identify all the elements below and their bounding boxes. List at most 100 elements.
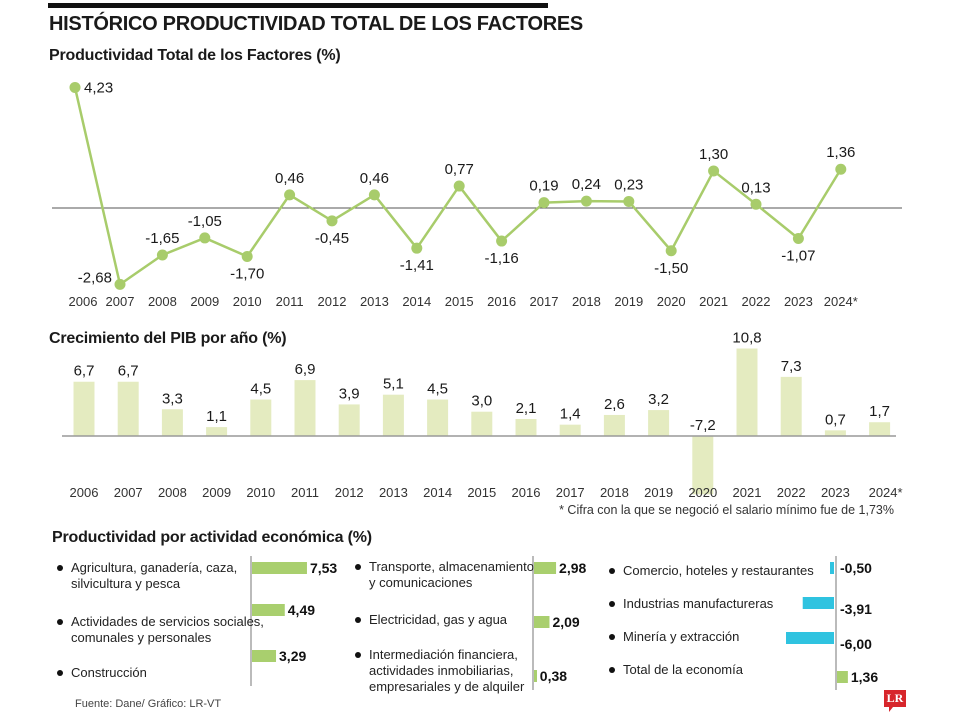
gdp-data-label: 6,7 (74, 363, 95, 380)
tfp-data-label: -1,70 (230, 265, 264, 282)
gdp-bar (869, 422, 891, 436)
activity-label-construccion: Construcción (57, 665, 147, 681)
tfp-data-label: 0,77 (445, 161, 474, 178)
activity-value-label: 1,36 (851, 669, 878, 685)
gdp-footnote: * Cifra con la que se negoció el salario… (559, 503, 894, 517)
gdp-bar (73, 381, 95, 436)
gdp-data-label: 2,6 (604, 396, 625, 413)
gdp-bar (515, 418, 537, 436)
bullet-icon (57, 619, 63, 625)
activity-bar (837, 671, 848, 683)
bullet-icon (609, 634, 615, 640)
tfp-data-label: -0,45 (315, 230, 349, 247)
tfp-data-label: 0,19 (529, 178, 558, 195)
tfp-data-label: 0,46 (360, 170, 389, 187)
activity-label-transporte: Transporte, almacenamiento y comunicacio… (355, 559, 534, 591)
tfp-point (241, 250, 253, 262)
tfp-year-label: 2013 (360, 294, 389, 309)
tfp-point (199, 232, 211, 244)
tfp-year-label: 2006 (69, 294, 98, 309)
page-title: HISTÓRICO PRODUCTIVIDAD TOTAL DE LOS FAC… (49, 13, 583, 35)
activity-bar (830, 562, 834, 574)
label-line: Actividades de servicios sociales, (71, 614, 264, 629)
gdp-data-label: 10,8 (732, 330, 761, 347)
tfp-point (326, 215, 338, 227)
gdp-data-label: 4,5 (427, 381, 448, 398)
gdp-bar (117, 381, 139, 436)
gdp-year-label: 2007 (114, 485, 143, 500)
label-line: silvicultura y pesca (71, 576, 181, 591)
activity-bar (252, 604, 285, 616)
label-line: Total de la economía (623, 662, 743, 677)
gdp-data-label: 1,4 (560, 406, 581, 423)
activity-label-servicios: Actividades de servicios sociales, comun… (57, 614, 264, 646)
tfp-year-label: 2015 (445, 294, 474, 309)
tfp-year-label: 2017 (530, 294, 559, 309)
tfp-year-label: 2020 (657, 294, 686, 309)
bullet-icon (609, 601, 615, 607)
gdp-bar (780, 376, 802, 436)
tfp-point (69, 81, 81, 93)
tfp-point (368, 189, 380, 201)
tfp-data-label: 1,36 (826, 144, 855, 161)
activity-value-label: -0,50 (840, 560, 872, 576)
gdp-year-label: 2018 (600, 485, 629, 500)
tfp-point (580, 195, 592, 207)
gdp-year-label: 2008 (158, 485, 187, 500)
activity-bar (534, 616, 550, 628)
activity-value-label: -3,91 (840, 601, 872, 617)
tfp-data-label: -1,05 (188, 213, 222, 230)
tfp-data-label: -1,41 (400, 257, 434, 274)
tfp-year-label: 2024* (824, 294, 858, 309)
tfp-year-label: 2021 (699, 294, 728, 309)
label-line: empresariales y de alquiler (369, 679, 525, 694)
tfp-data-label: -1,07 (781, 247, 815, 264)
gdp-bar (471, 411, 493, 436)
activity-label-intermediacion: Intermediación financiera, actividades i… (355, 647, 525, 695)
gdp-year-label: 2011 (291, 485, 319, 500)
activity-bar (252, 650, 277, 662)
tfp-year-label: 2019 (614, 294, 643, 309)
tfp-chart-title: Productividad Total de los Factores (%) (49, 47, 341, 64)
gdp-bar (559, 424, 581, 436)
gdp-data-label: 1,1 (206, 408, 227, 425)
gdp-year-label: 2014 (423, 485, 452, 500)
gdp-bar (250, 399, 272, 436)
tfp-point (538, 197, 550, 209)
activity-label-agricultura: Agricultura, ganadería, caza, silvicultu… (57, 560, 237, 592)
gdp-year-label: 2020 (688, 485, 717, 500)
gdp-bar (648, 410, 670, 436)
activity-value-label: 0,38 (540, 668, 567, 684)
tfp-data-label: -1,16 (484, 250, 518, 267)
bullet-icon (355, 617, 361, 623)
source-credit: Fuente: Dane/ Gráfico: LR-VT (75, 698, 222, 710)
tfp-year-label: 2008 (148, 294, 177, 309)
top-rule (48, 3, 548, 8)
gdp-year-label: 2021 (733, 485, 762, 500)
gdp-bar (161, 409, 183, 436)
gdp-data-label: 6,7 (118, 363, 139, 380)
tfp-data-label: 4,23 (84, 79, 113, 96)
tfp-data-label: 0,23 (614, 176, 643, 193)
gdp-year-label: 2023 (821, 485, 850, 500)
gdp-year-label: 2006 (70, 485, 99, 500)
gdp-year-label: 2012 (335, 485, 364, 500)
gdp-data-label: 3,9 (339, 385, 360, 402)
gdp-chart-title: Crecimiento del PIB por año (%) (49, 330, 287, 347)
tfp-year-label: 2009 (190, 294, 219, 309)
tfp-year-label: 2007 (106, 294, 135, 309)
gdp-data-label: 7,3 (781, 358, 802, 375)
label-line: Comercio, hoteles y restaurantes (623, 563, 814, 578)
tfp-year-label: 2023 (784, 294, 813, 309)
activity-value-label: 2,09 (552, 614, 579, 630)
bullet-icon (57, 565, 63, 571)
tfp-point (623, 195, 635, 207)
tfp-year-label: 2022 (742, 294, 771, 309)
label-line: actividades inmobiliarias, (369, 663, 514, 678)
activity-label-electricidad: Electricidad, gas y agua (355, 612, 507, 628)
tfp-year-label: 2018 (572, 294, 601, 309)
gdp-bar (736, 348, 758, 436)
activity-bar (786, 632, 834, 644)
gdp-bar (338, 404, 360, 436)
tfp-data-label: -2,68 (78, 269, 112, 286)
